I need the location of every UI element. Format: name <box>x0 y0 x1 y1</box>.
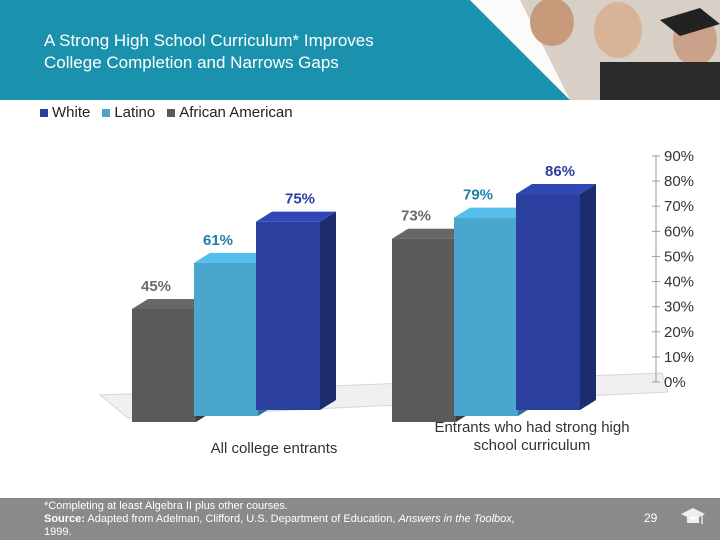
bar-front-face <box>516 194 580 410</box>
banner-background <box>0 0 570 100</box>
bar-front-face <box>256 221 320 410</box>
bar-front-face <box>132 309 196 422</box>
banner-divider <box>470 0 570 100</box>
y-tick-label: 90% <box>664 148 694 165</box>
bar-top-face <box>516 184 596 195</box>
footnote-definition: *Completing at least Algebra II plus oth… <box>44 500 288 512</box>
bar-front-face <box>454 217 518 416</box>
data-label: 73% <box>401 208 431 225</box>
y-tick-label: 20% <box>664 324 694 341</box>
title-banner: A Strong High School Curriculum* Improve… <box>0 0 720 100</box>
photo-person-1 <box>530 0 574 46</box>
legend-label-african-american: African American <box>179 104 293 121</box>
bar-top-face <box>132 299 212 309</box>
footnote-source-title: Answers in the Toolbox, <box>398 513 515 525</box>
y-tick-label: 10% <box>664 349 694 366</box>
category-label: All college entrants <box>211 440 338 457</box>
data-label: 75% <box>285 191 315 208</box>
y-tick-label: 30% <box>664 299 694 316</box>
data-label: 45% <box>141 278 171 295</box>
footnote-source-label: Source: <box>44 513 85 525</box>
y-tick-label: 80% <box>664 173 694 190</box>
bar-top-face <box>194 252 274 263</box>
chart-legend: White Latino African American <box>40 104 293 121</box>
bar-front-face <box>194 262 258 416</box>
photo-grad-cap <box>660 8 720 36</box>
legend-swatch-white <box>40 108 48 117</box>
graduation-cap-icon <box>681 508 705 524</box>
bar-top-face <box>392 228 472 239</box>
bar-chart: 0% 10% 20% 30% 40% 50% 60% 70% 80% 90% 45% 61% 75% 73… <box>98 148 694 457</box>
title-line-1: A Strong High School Curriculum* Improve… <box>44 31 374 50</box>
title-line-2: College Completion and Narrows Gaps <box>44 53 339 72</box>
legend-swatch-latino <box>102 108 111 117</box>
legend-item-latino: Latino <box>102 104 155 121</box>
category-label: school curriculum <box>474 437 591 454</box>
footer-bar <box>0 498 720 540</box>
slide-title: A Strong High School Curriculum* Improve… <box>44 30 374 74</box>
y-tick-label: 50% <box>664 248 694 265</box>
banner-graphic <box>0 0 720 100</box>
legend-item-african-american: African American <box>167 104 293 121</box>
bar-side-face <box>580 184 596 410</box>
category-label: Entrants who had strong high <box>434 419 629 436</box>
footnote-source: Source: Adapted from Adelman, Clifford, … <box>44 513 604 526</box>
data-label: 61% <box>203 232 233 249</box>
legend-item-white: White <box>40 104 90 121</box>
legend-label-white: White <box>52 104 91 121</box>
y-tick-label: 60% <box>664 223 694 240</box>
bar-top-face <box>256 211 336 222</box>
photo-gown <box>600 62 720 100</box>
bar-side-face <box>320 211 336 410</box>
photo-person-2 <box>594 2 642 58</box>
footnote: *Completing at least Algebra II plus oth… <box>44 500 604 539</box>
data-label: 86% <box>545 163 575 180</box>
legend-swatch-african-american <box>167 108 176 117</box>
footnote-source-year: 1999. <box>44 526 72 538</box>
legend-label-latino: Latino <box>114 104 156 121</box>
y-tick-label: 70% <box>664 198 694 215</box>
footnote-source-text: Adapted from Adelman, Clifford, U.S. Dep… <box>84 513 399 525</box>
page-number: 29 <box>644 511 658 525</box>
bar-top-face <box>454 207 534 218</box>
y-tick-label: 40% <box>664 274 694 291</box>
bar-front-face <box>392 238 456 422</box>
y-tick-label: 0% <box>664 374 686 391</box>
data-label: 79% <box>463 187 493 204</box>
